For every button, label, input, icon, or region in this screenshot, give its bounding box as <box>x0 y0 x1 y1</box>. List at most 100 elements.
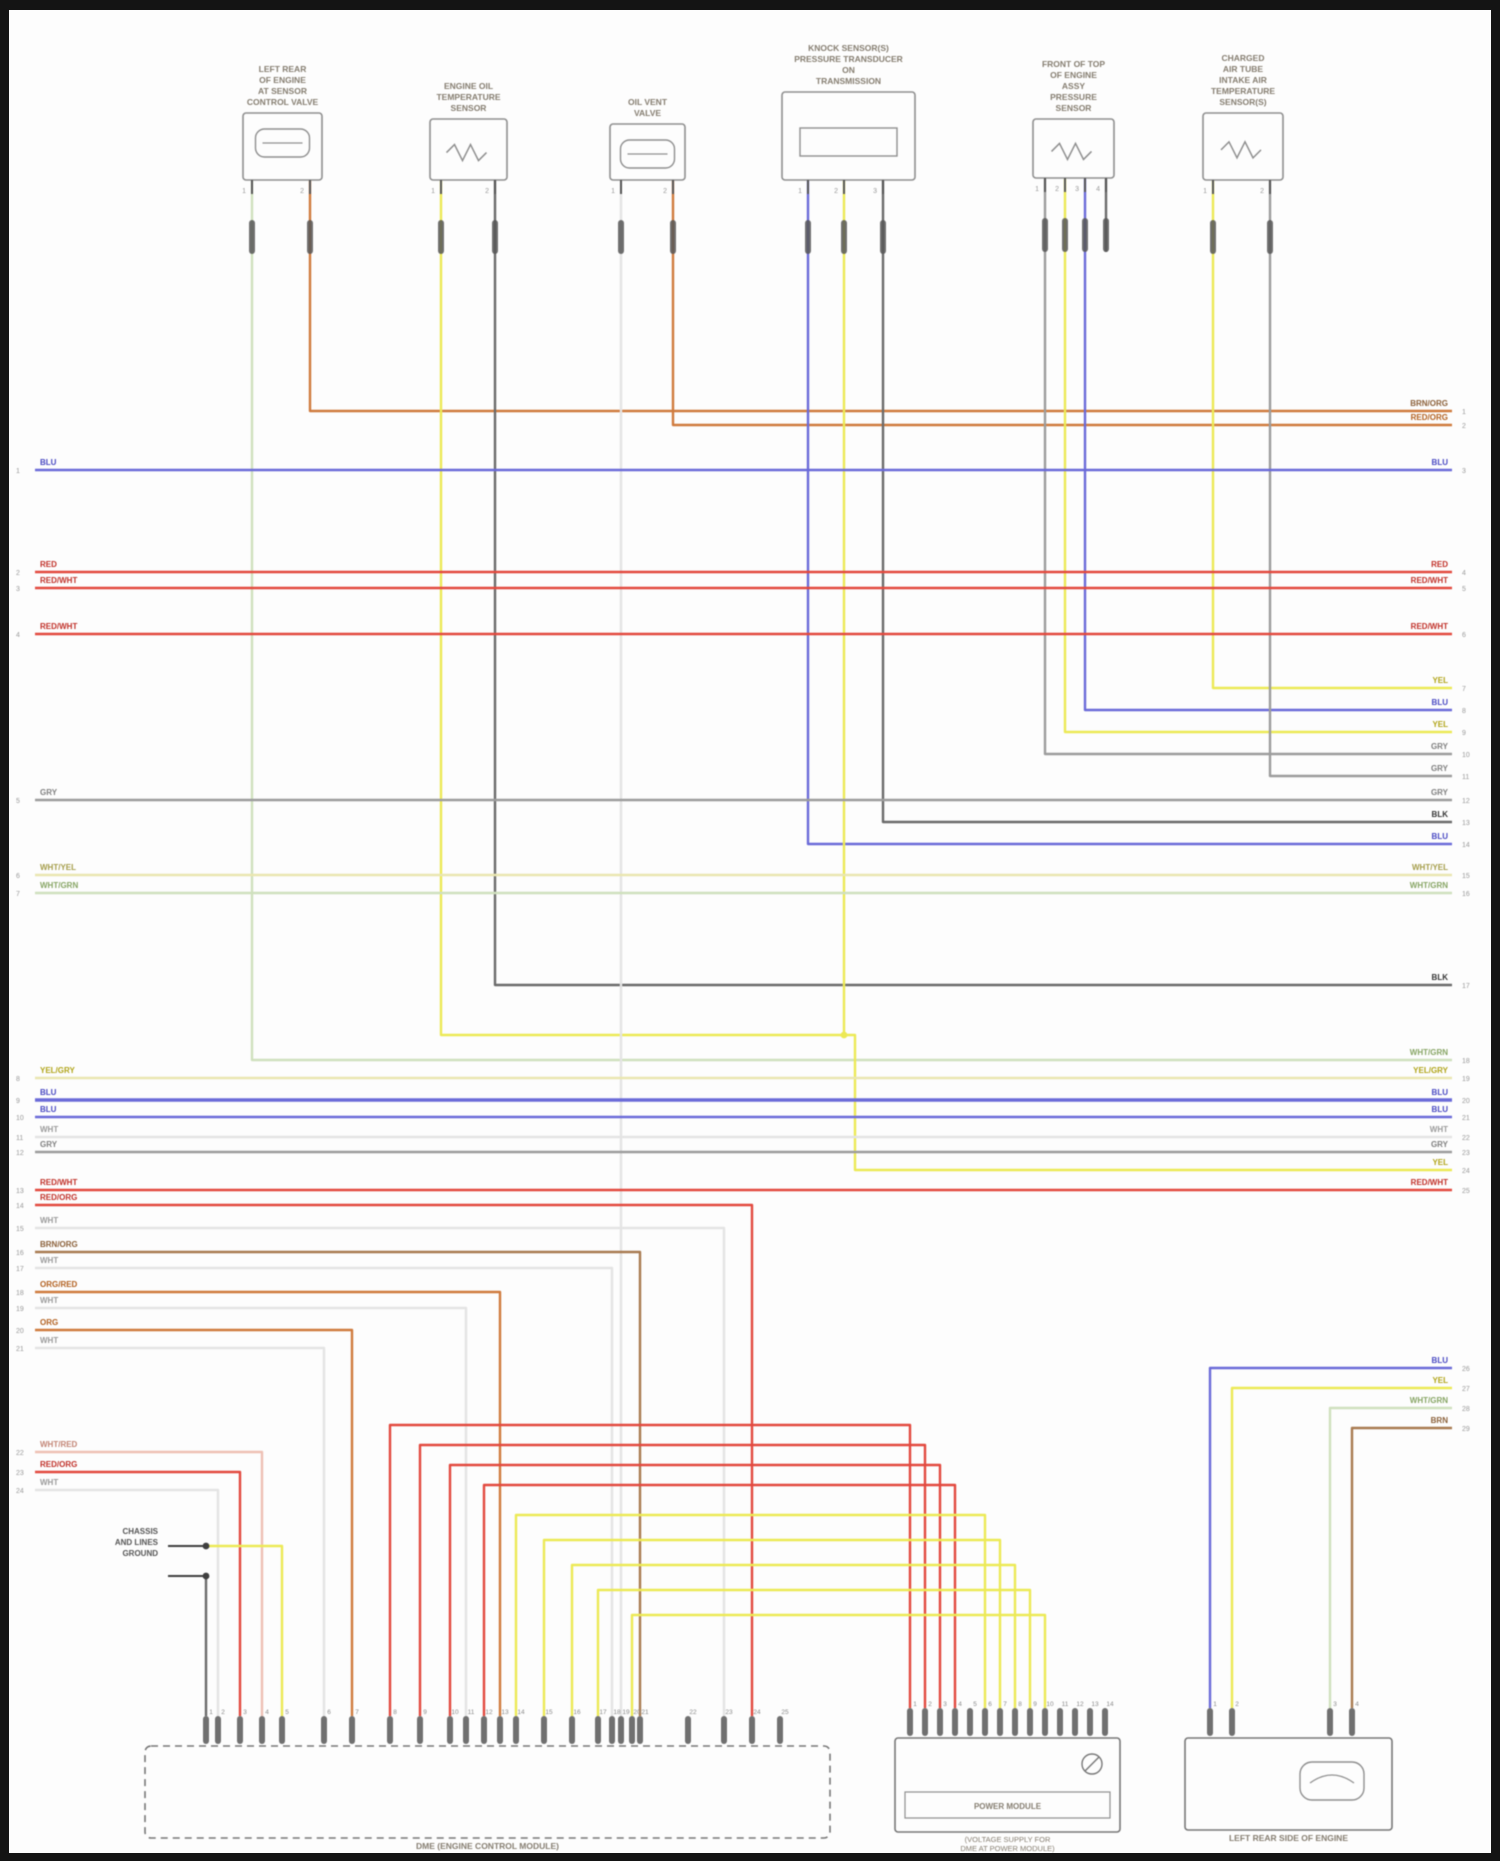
ecm-pin-number: 20 <box>633 1709 641 1716</box>
lead-pin-number: 2 <box>485 188 489 195</box>
wire-label-left: GRY <box>40 1140 58 1149</box>
ecm-connector-pin <box>541 1716 547 1744</box>
pin-number-right: 20 <box>1462 1098 1470 1105</box>
wire-label-right: BLU <box>1432 1088 1449 1097</box>
pin-number-right: 26 <box>1462 1366 1470 1373</box>
wire-label-left: GRY <box>40 788 58 797</box>
wire-label-left: RED/WHT <box>40 1178 77 1187</box>
pin-number-left: 5 <box>16 798 20 805</box>
wire-label-right: GRY <box>1431 764 1449 773</box>
component-label: OF ENGINE <box>259 75 306 85</box>
wire-wht <box>35 1488 220 1716</box>
power-module-pin <box>907 1708 913 1736</box>
wire-label-left: BRN/ORG <box>40 1240 78 1249</box>
wire-label-left: WHT <box>40 1125 58 1134</box>
power-module-sublabel: (VOLTAGE SUPPLY FOR <box>965 1835 1051 1844</box>
ecm-connector-pin <box>321 1716 327 1744</box>
ecm-pin-number: 1 <box>209 1709 213 1716</box>
ecm-connector-pin <box>513 1716 519 1744</box>
inline-connector-pin <box>1042 218 1048 252</box>
power-module-pin <box>1087 1708 1093 1736</box>
component-label: TEMPERATURE <box>1211 86 1275 96</box>
power-module-sublabel: DME AT POWER MODULE) <box>960 1844 1055 1853</box>
power-module-pin <box>922 1708 928 1736</box>
power-module-pin-number: 4 <box>958 1701 962 1708</box>
pin-number-left: 7 <box>16 891 20 898</box>
wire-label-left: WHT <box>40 1478 58 1487</box>
wire-blu <box>806 180 1452 846</box>
lead-pin-number: 1 <box>242 188 246 195</box>
power-module-title: POWER MODULE <box>974 1802 1042 1811</box>
wire-label-left: BLU <box>40 458 57 467</box>
pin-number-left: 14 <box>16 1203 24 1210</box>
wire-label-right: RED/ORG <box>1411 413 1448 422</box>
wire-red <box>35 1203 754 1716</box>
ecm-connector-pin <box>215 1716 221 1744</box>
wire-org <box>35 1328 354 1716</box>
power-module-pin-number: 8 <box>1018 1701 1022 1708</box>
ecm-connector-pin <box>749 1716 755 1744</box>
modules-layer <box>144 1708 1393 1839</box>
pin-number-right: 7 <box>1462 686 1466 693</box>
pin-number-left: 17 <box>16 1266 24 1273</box>
pin-number-right: 28 <box>1462 1406 1470 1413</box>
ecm-connector-pin <box>629 1716 635 1744</box>
inline-connector-pin <box>1267 220 1273 254</box>
ecm-connector-pin <box>497 1716 503 1744</box>
pin-number-right: 16 <box>1462 891 1470 898</box>
component-box-oil-vent-valve <box>609 123 686 181</box>
pin-number-left: 6 <box>16 873 20 880</box>
lead-pin-number: 2 <box>834 188 838 195</box>
power-module-pin-number: 13 <box>1091 1701 1099 1708</box>
ecm-pin-number: 2 <box>221 1709 225 1716</box>
pin-number-left: 8 <box>16 1076 20 1083</box>
frame-edge <box>0 0 9 1861</box>
inline-connector-pin <box>670 220 676 254</box>
engine-box-pin-number: 2 <box>1235 1701 1239 1708</box>
pin-number-right: 24 <box>1462 1168 1470 1175</box>
inline-connector-pin <box>1062 218 1068 252</box>
pin-number-right: 29 <box>1462 1426 1470 1433</box>
power-module-pin-number: 1 <box>913 1701 917 1708</box>
ecm-pin-number: 22 <box>689 1709 697 1716</box>
pin-number-right: 14 <box>1462 842 1470 849</box>
engine-box-pin-number: 4 <box>1355 1701 1359 1708</box>
ecm-pin-number: 14 <box>517 1709 525 1716</box>
inline-connector-pin <box>492 220 498 254</box>
ecm-connector-pin <box>463 1716 469 1744</box>
wire-label-left: WHT/RED <box>40 1440 78 1449</box>
pin-number-right: 6 <box>1462 632 1466 639</box>
component-label: AIR TUBE <box>1223 64 1263 74</box>
wire-label-right: GRY <box>1431 788 1449 797</box>
inline-connector-pin <box>805 220 811 254</box>
wire-label-right: WHT <box>1430 1125 1448 1134</box>
wire-label-right: YEL <box>1432 1376 1448 1385</box>
wire-label-right: WHT/GRN <box>1410 1396 1448 1405</box>
wire-label-left: WHT <box>40 1216 58 1225</box>
ecm-connector-pin <box>777 1716 783 1744</box>
ecm-connector-pin <box>721 1716 727 1744</box>
pin-number-left: 23 <box>16 1470 24 1477</box>
regulator-symbol-icon <box>1081 1753 1103 1775</box>
inline-connector-pin <box>249 220 255 254</box>
wire-brn <box>35 1250 642 1716</box>
component-label: ASSY <box>1062 81 1085 91</box>
inline-connector-pin <box>1103 218 1109 252</box>
inline-connector-pin <box>841 220 847 254</box>
frame-edge <box>1491 0 1500 1861</box>
inline-connector-pin <box>880 220 886 254</box>
component-label: ENGINE OIL <box>444 81 493 91</box>
wire-label-left: RED/WHT <box>40 622 77 631</box>
wire-red <box>448 1463 942 1716</box>
component-label: TRANSMISSION <box>816 76 881 86</box>
ecm-connector-pin <box>417 1716 423 1744</box>
chassis-ground-label: CHASSIS <box>122 1527 158 1536</box>
engine-box-pin <box>1327 1708 1333 1736</box>
wire-label-left: RED/ORG <box>40 1193 77 1202</box>
wire-label-right: BRN <box>1431 1416 1449 1425</box>
component-label: SENSOR(S) <box>1219 97 1266 107</box>
wire-label-right: GRY <box>1431 742 1449 751</box>
pin-number-right: 27 <box>1462 1386 1470 1393</box>
wire-label-right: YEL <box>1432 720 1448 729</box>
pin-number-left: 4 <box>16 632 20 639</box>
